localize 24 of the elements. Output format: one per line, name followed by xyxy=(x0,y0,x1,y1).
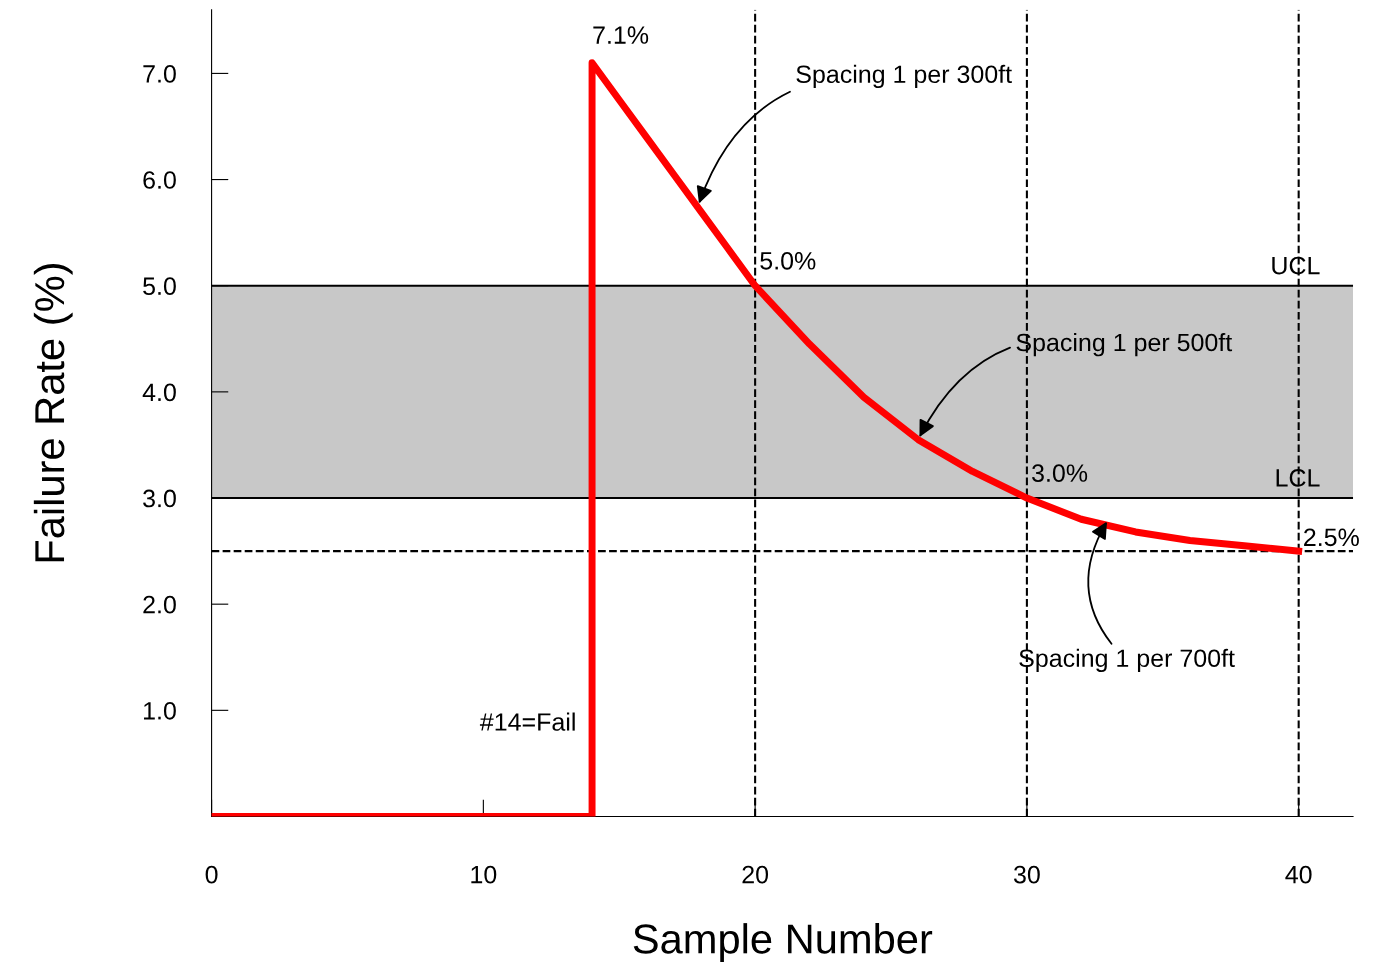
x-tick-label: 20 xyxy=(742,865,769,884)
annotation: #14=Fail xyxy=(479,712,575,731)
y-tick-label: 1.0 xyxy=(144,701,176,720)
y-tick-label: 7.0 xyxy=(143,65,176,83)
x-tick-label: 30 xyxy=(1013,865,1040,884)
y-tick-label: 5.0 xyxy=(143,277,176,296)
x-tick-label: 40 xyxy=(1285,865,1312,884)
ref-line-label: UCL xyxy=(1272,256,1320,275)
x-axis-title: Sample Number xyxy=(633,923,933,962)
x-tick-label: 10 xyxy=(471,865,497,884)
annotation: 2.5% xyxy=(1304,528,1359,547)
annotation: Spacing 1 per 300ft xyxy=(796,64,1012,89)
annotation: Spacing 1 per 700ft xyxy=(1019,648,1235,673)
y-axis-title: Failure Rate (%) xyxy=(33,264,73,562)
annotation: Spacing 1 per 500ft xyxy=(1016,333,1233,357)
y-tick-label: 2.0 xyxy=(143,595,176,614)
annotation: 7.1% xyxy=(593,26,649,44)
y-tick-label: 3.0 xyxy=(143,489,176,508)
y-tick-label: 4.0 xyxy=(142,383,176,402)
ref-line-label: LCL xyxy=(1276,469,1320,487)
x-tick-label: 0 xyxy=(205,865,218,884)
y-tick-label: 6.0 xyxy=(143,171,176,189)
annotation: 3.0% xyxy=(1032,464,1088,482)
annotation: 5.0% xyxy=(760,251,816,270)
